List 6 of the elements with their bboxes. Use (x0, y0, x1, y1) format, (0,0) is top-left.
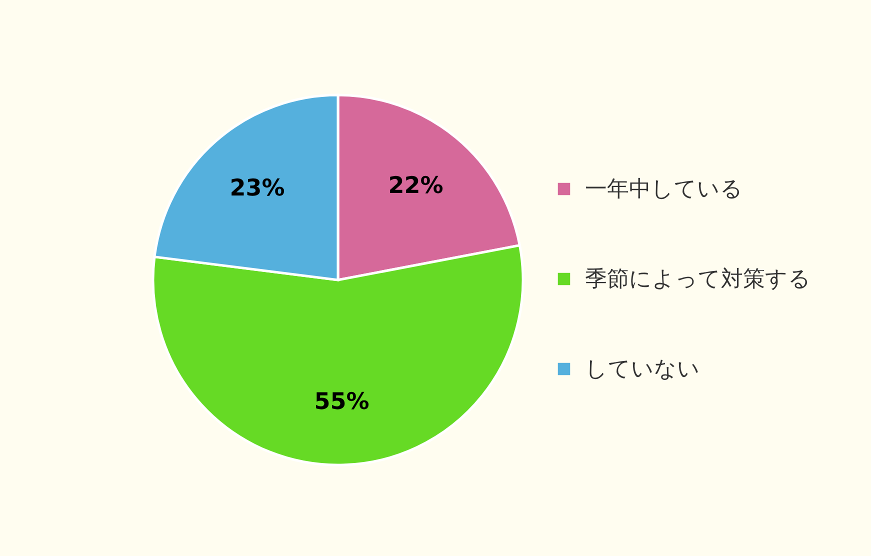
legend-label: していない (585, 357, 700, 382)
data-label: 22% (388, 172, 444, 199)
legend-label: 季節によって対策する (585, 267, 811, 292)
legend-label: 一年中している (585, 177, 743, 202)
data-label: 55% (314, 388, 370, 415)
data-label: 23% (230, 175, 285, 202)
